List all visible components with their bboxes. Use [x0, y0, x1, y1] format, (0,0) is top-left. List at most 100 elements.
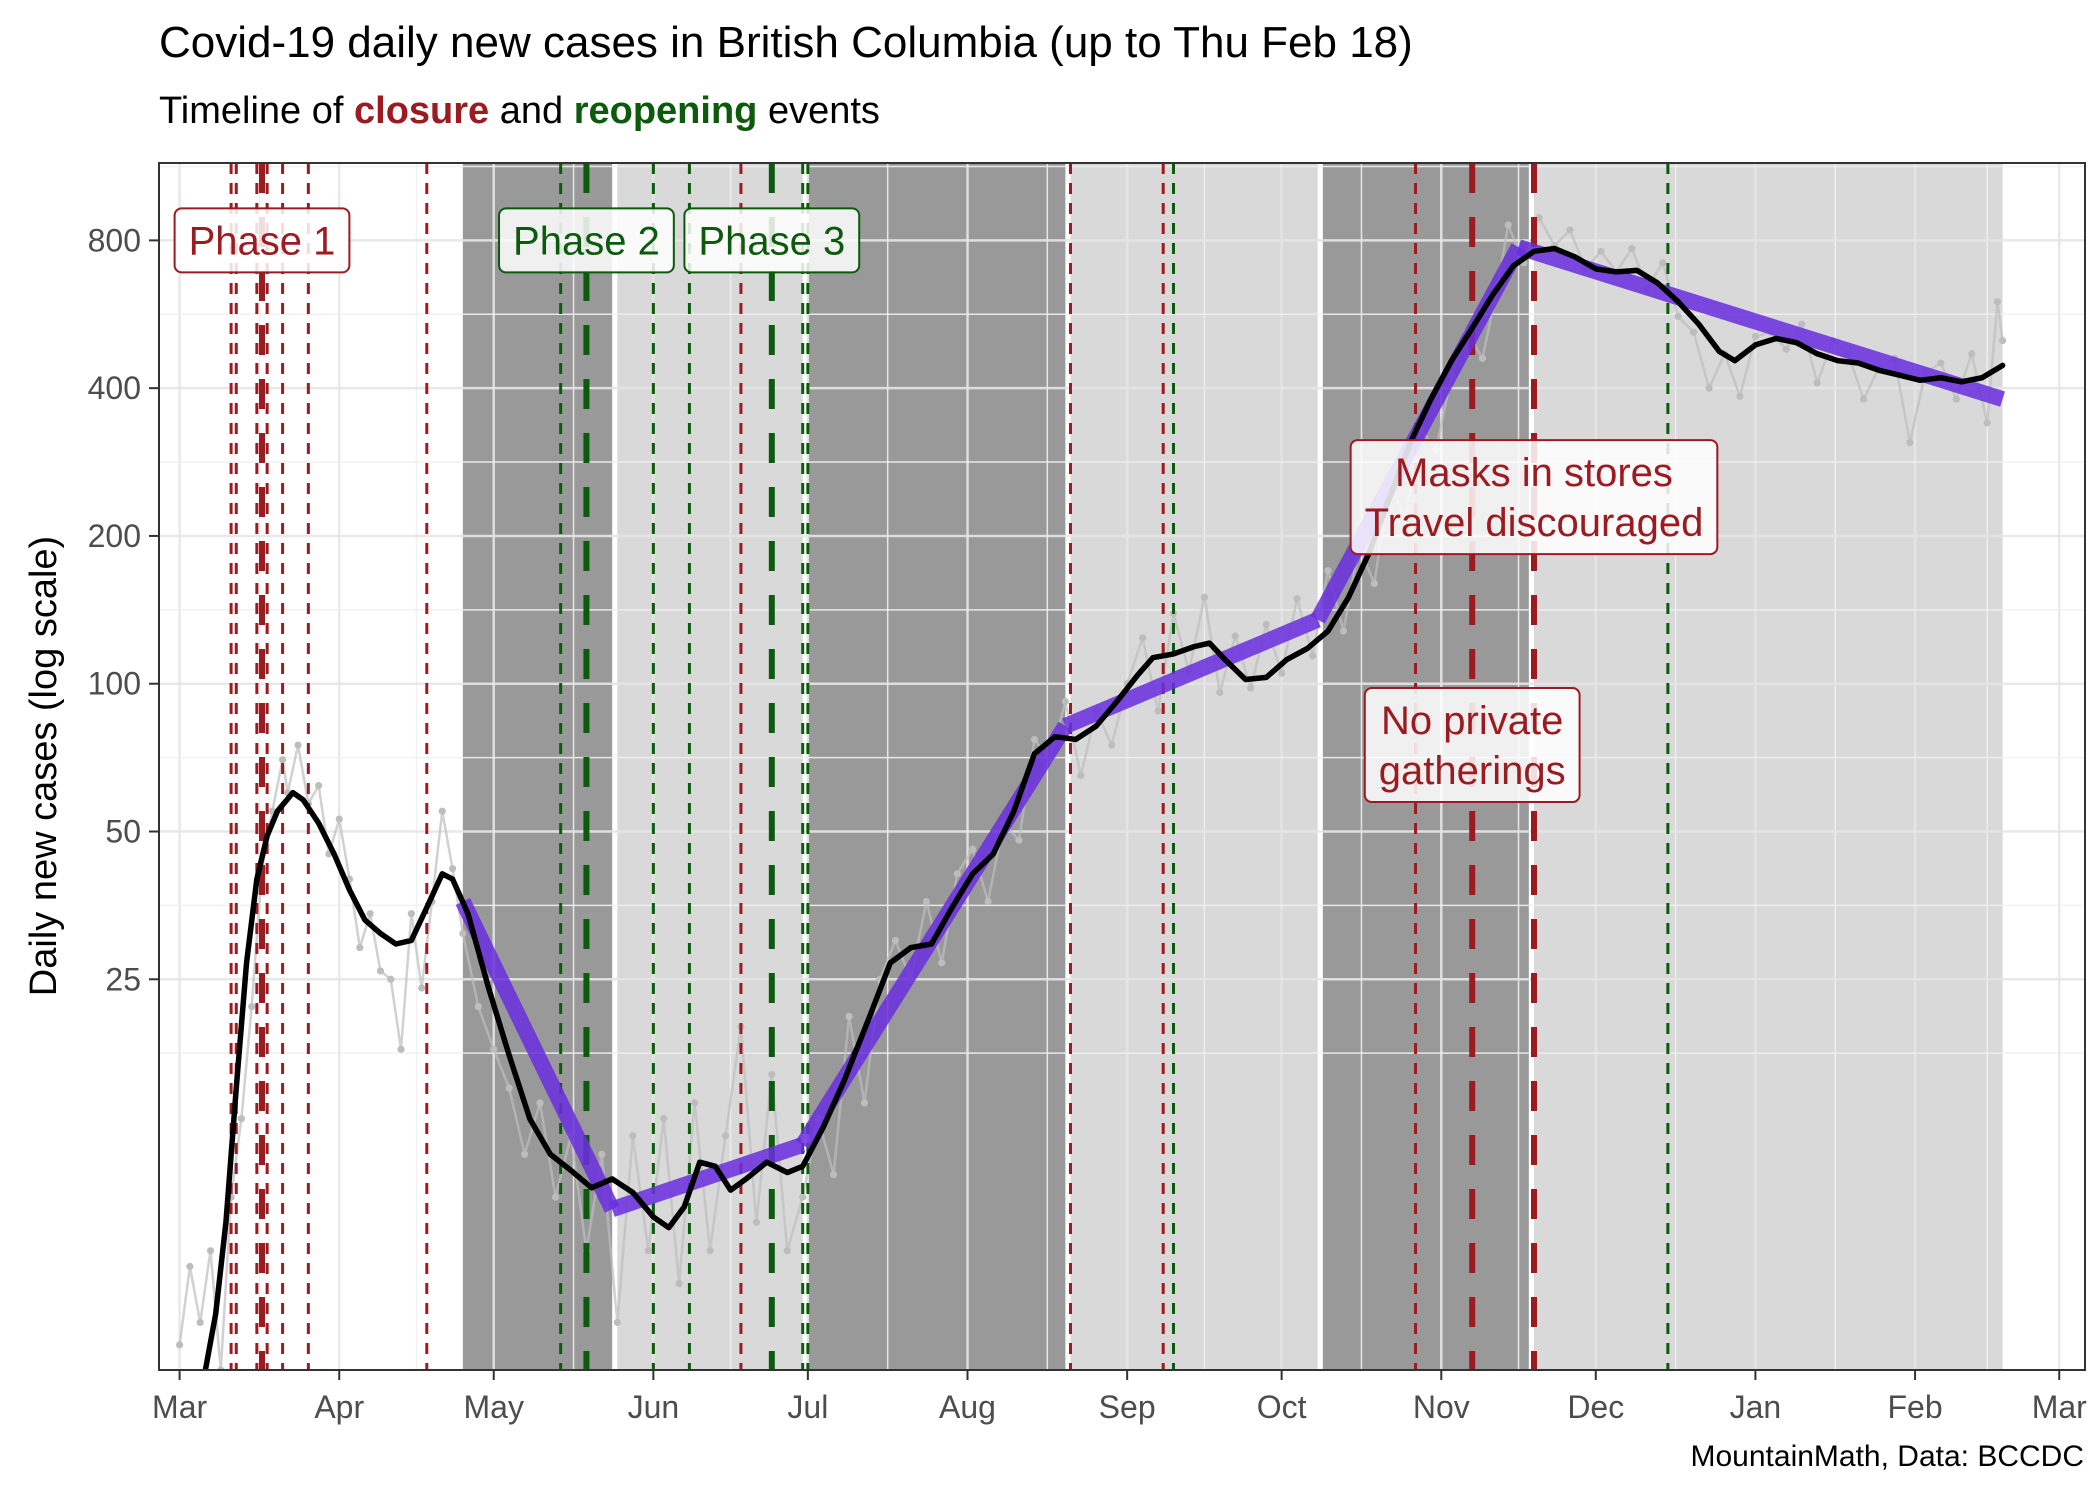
raw-point-128 [1993, 298, 2002, 306]
raw-point-98 [1535, 214, 1543, 222]
raw-point-127 [1983, 419, 1991, 427]
raw-point-80 [1262, 620, 1270, 629]
raw-point-79 [1247, 684, 1255, 692]
x-tick-label-5: Aug [939, 1389, 996, 1425]
trend-segment-3 [1062, 612, 1321, 734]
raw-point-72 [1138, 634, 1147, 642]
raw-point-29 [474, 1002, 482, 1011]
raw-point-96 [1504, 221, 1512, 229]
raw-point-124 [1937, 359, 1945, 367]
raw-point-26 [438, 807, 446, 815]
raw-point-18 [356, 944, 364, 952]
raw-point-104 [1628, 244, 1636, 253]
raw-point-53 [845, 1012, 853, 1021]
plot-border [158, 162, 2086, 1371]
trend-segment-0 [455, 898, 620, 1213]
raw-point-109 [1705, 384, 1713, 392]
shaded-period-1 [617, 163, 803, 1370]
raw-point-7 [248, 1002, 256, 1011]
raw-point-1 [186, 1262, 194, 1271]
raw-point-10 [278, 756, 287, 764]
raw-point-48 [768, 1070, 776, 1079]
raw-point-112 [1751, 332, 1760, 340]
annotation-0-box [173, 207, 351, 274]
subtitle-closure-word: closure [354, 90, 490, 132]
raw-point-27 [448, 865, 457, 873]
shaded-period-5 [1533, 163, 2003, 1370]
raw-point-77 [1216, 688, 1224, 697]
annotation-3-line-0: Masks in stores [1395, 451, 1673, 495]
raw-point-87 [1370, 579, 1378, 588]
raw-point-129 [1999, 336, 2007, 345]
raw-point-59 [938, 959, 946, 967]
x-tick-label-4: Jul [787, 1389, 828, 1425]
annotation-0: Phase 1 [173, 207, 351, 274]
shaded-period-3 [1070, 163, 1318, 1370]
raw-point-78 [1231, 632, 1239, 640]
annotations: Phase 1 Phase 2 Phase 3 Masks in stores Trav… [173, 207, 1719, 804]
raw-point-42 [675, 1279, 683, 1288]
raw-point-12 [294, 741, 302, 749]
raw-point-32 [521, 1150, 529, 1158]
raw-point-49 [783, 1247, 791, 1255]
y-tick-label-0: 25 [105, 961, 141, 997]
chart-caption: MountainMath, Data: BCCDC [1690, 1440, 2085, 1473]
raw-point-94 [1478, 354, 1487, 362]
raw-point-67 [1061, 697, 1069, 706]
x-tick-label-12: Mar [2032, 1389, 2087, 1425]
raw-point-3 [206, 1247, 215, 1255]
raw-point-126 [1968, 350, 1976, 358]
x-tick-label-8: Nov [1413, 1389, 1470, 1425]
raw-point-81 [1278, 669, 1286, 677]
raw-point-39 [629, 1132, 637, 1140]
raw-point-107 [1674, 312, 1682, 321]
annotation-2-box [683, 207, 861, 274]
raw-point-58 [922, 897, 930, 906]
raw-point-40 [644, 1247, 652, 1255]
raw-point-64 [1015, 836, 1023, 844]
annotation-1-box [498, 207, 675, 274]
axes: Mar Apr May Jun Jul Aug Sep Oct Nov Dec Jan Feb Mar 2… [88, 222, 2088, 1425]
raw-point-47 [752, 1218, 760, 1226]
x-tick-label-6: Sep [1099, 1389, 1156, 1425]
raw-point-30 [490, 1045, 498, 1053]
y-tick-label-3: 200 [88, 518, 141, 554]
x-tick-label-10: Jan [1730, 1389, 1782, 1425]
y-tick-label-2: 100 [88, 666, 141, 702]
raw-point-24 [418, 984, 426, 992]
raw-point-41 [660, 1115, 668, 1123]
annotation-1: Phase 2 [498, 207, 675, 274]
raw-point-62 [984, 897, 992, 906]
annotation-4: No private gatherings [1363, 687, 1581, 804]
raw-point-61 [969, 845, 977, 853]
raw-point-106 [1659, 259, 1667, 267]
annotation-0-line-0: Phase 1 [189, 219, 336, 263]
raw-point-83 [1308, 652, 1317, 660]
raw-point-20 [376, 967, 385, 975]
raw-point-14 [315, 782, 323, 790]
y-tick-label-4: 400 [88, 370, 141, 406]
raw-point-33 [536, 1099, 544, 1107]
chart-subtitle: Timeline of closure and reopening events [159, 90, 880, 133]
annotation-4-line-1: gatherings [1379, 749, 1566, 793]
raw-point-54 [860, 1099, 869, 1107]
x-tick-label-7: Oct [1257, 1389, 1307, 1425]
x-tick-label-11: Feb [1887, 1389, 1942, 1425]
raw-point-73 [1154, 707, 1162, 715]
raw-point-125 [1952, 395, 1960, 403]
raw-point-122 [1906, 438, 1914, 447]
raw-point-84 [1324, 566, 1332, 575]
raw-point-70 [1108, 741, 1116, 749]
raw-point-37 [598, 1150, 606, 1158]
chart-title: Covid-19 daily new cases in British Colu… [159, 18, 1413, 67]
shaded-period-2 [807, 163, 1066, 1370]
subtitle-middle: and [489, 90, 574, 132]
y-axis-label: Daily new cases (log scale) [23, 536, 65, 996]
annotation-4-box [1363, 687, 1581, 804]
raw-point-28 [459, 929, 467, 938]
raw-point-114 [1782, 345, 1790, 353]
raw-point-56 [891, 936, 900, 945]
annotation-3: Masks in stores Travel discouraged [1349, 439, 1719, 556]
raw-point-102 [1597, 247, 1605, 255]
subtitle-reopening-word: reopening [573, 90, 758, 132]
